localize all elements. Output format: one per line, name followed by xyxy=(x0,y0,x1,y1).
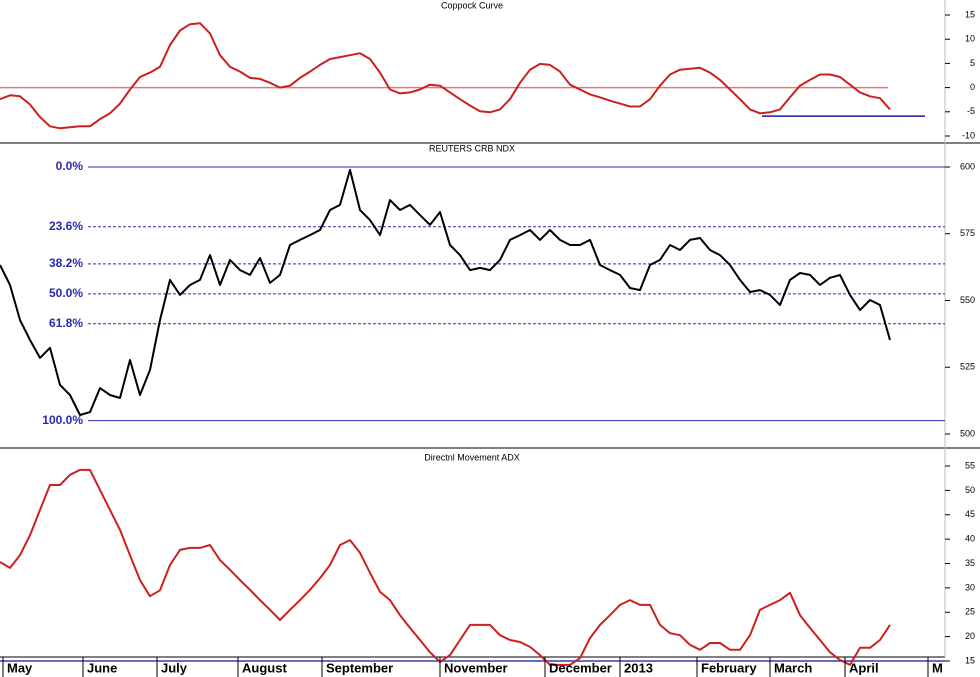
x-tick-label: August xyxy=(242,660,287,675)
x-tick-label: M xyxy=(932,660,943,675)
y-tick-label: 20 xyxy=(965,631,975,641)
y-tick-label: 25 xyxy=(965,607,975,617)
y-tick-label: 525 xyxy=(960,362,975,372)
x-tick-label: April xyxy=(849,660,879,675)
y-tick-label: 10 xyxy=(965,34,975,44)
y-tick-label: 35 xyxy=(965,558,975,568)
fib-label: 61.8% xyxy=(49,316,83,330)
chart-title: Directnl Movement ADX xyxy=(424,452,520,462)
fib-label: 0.0% xyxy=(56,159,84,173)
y-tick-label: 600 xyxy=(960,161,975,171)
x-tick-label: December xyxy=(549,660,612,675)
y-tick-label: 15 xyxy=(965,9,975,19)
fib-label: 38.2% xyxy=(49,256,83,270)
x-tick-label: November xyxy=(444,660,508,675)
chart-title: REUTERS CRB NDX xyxy=(429,143,515,153)
y-tick-label: 30 xyxy=(965,582,975,592)
y-tick-label: 50 xyxy=(965,485,975,495)
chart-title: Coppock Curve xyxy=(441,0,503,10)
y-tick-label: 45 xyxy=(965,509,975,519)
y-tick-label: 550 xyxy=(960,295,975,305)
y-tick-label: -5 xyxy=(967,106,975,116)
y-tick-label: 500 xyxy=(960,428,975,438)
x-tick-label: June xyxy=(87,660,117,675)
line-series xyxy=(0,22,891,130)
x-tick-label: March xyxy=(774,660,812,675)
y-tick-label: 15 xyxy=(965,655,975,665)
fib-label: 100.0% xyxy=(42,413,83,427)
y-tick-label: 55 xyxy=(965,460,975,470)
fib-label: 23.6% xyxy=(49,219,83,233)
x-tick-label: September xyxy=(326,660,393,675)
y-tick-label: 5 xyxy=(970,58,975,68)
x-tick-label: 2013 xyxy=(624,660,653,675)
x-tick-label: February xyxy=(701,660,757,675)
y-tick-label: -10 xyxy=(962,130,975,140)
x-tick-label: May xyxy=(7,660,33,675)
x-tick-label: July xyxy=(161,660,188,675)
y-tick-label: 40 xyxy=(965,534,975,544)
y-tick-label: 575 xyxy=(960,228,975,238)
y-tick-label: 0 xyxy=(970,82,975,92)
fib-label: 50.0% xyxy=(49,286,83,300)
line-series xyxy=(0,468,891,666)
line-series xyxy=(0,168,891,416)
